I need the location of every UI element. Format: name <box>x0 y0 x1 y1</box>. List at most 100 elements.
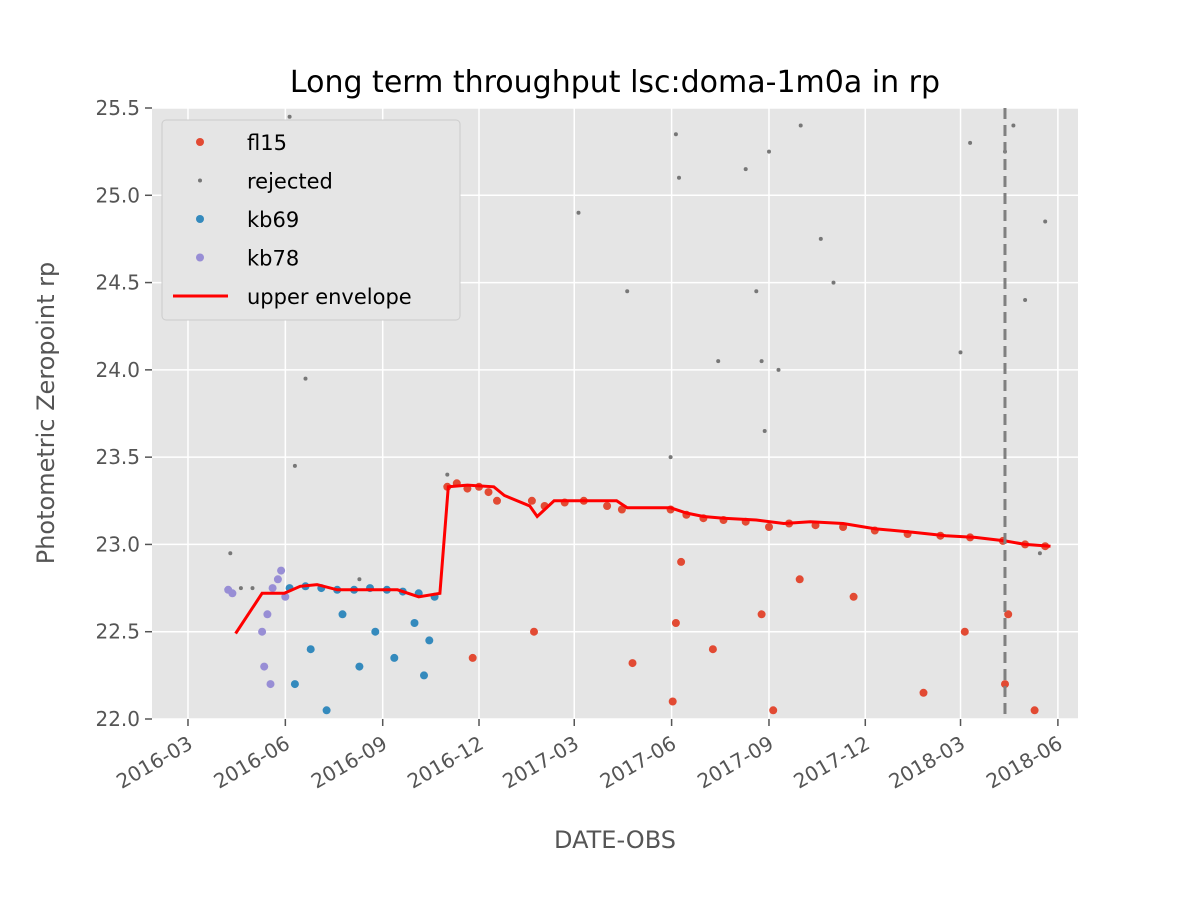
y-tick-label: 23.0 <box>95 532 140 556</box>
legend-swatch <box>196 253 204 262</box>
legend-box <box>161 119 461 321</box>
legend-label: kb69 <box>247 208 299 232</box>
data-point <box>303 376 308 381</box>
y-tick-label: 25.0 <box>95 183 140 207</box>
data-point <box>306 645 315 654</box>
data-point <box>410 619 419 627</box>
legend-item: upper envelope <box>173 285 412 309</box>
data-point <box>677 175 681 180</box>
data-point <box>228 551 233 556</box>
y-tick-label: 24.0 <box>95 358 140 382</box>
data-point <box>603 502 612 510</box>
data-point <box>260 662 269 671</box>
data-point <box>1037 551 1042 556</box>
data-point <box>708 645 717 654</box>
data-point <box>425 636 434 645</box>
legend-label: rejected <box>247 170 333 194</box>
data-point <box>238 586 243 591</box>
y-tick-label: 25.5 <box>95 96 140 120</box>
legend-label: fl15 <box>247 131 287 155</box>
data-point <box>338 610 347 619</box>
legend-swatch <box>198 178 202 183</box>
data-point <box>754 289 759 294</box>
data-point <box>628 659 637 668</box>
legend-item: kb69 <box>196 208 299 232</box>
data-point <box>919 688 928 697</box>
legend-label: kb78 <box>247 247 299 271</box>
data-point <box>357 577 362 582</box>
data-point <box>268 584 277 593</box>
data-point <box>968 140 973 145</box>
data-point <box>677 557 686 566</box>
data-point <box>292 463 297 468</box>
data-point <box>493 496 501 505</box>
y-axis-label: Photometric Zeropoint rp <box>32 262 60 565</box>
data-point <box>765 523 773 531</box>
data-point <box>960 627 969 636</box>
legend-swatch <box>196 138 204 146</box>
y-tick-label: 22.0 <box>95 707 140 731</box>
data-point <box>1001 680 1009 689</box>
series-upper-envelope <box>234 483 1051 635</box>
data-point <box>258 627 267 636</box>
data-point <box>355 662 364 671</box>
data-point <box>759 359 764 364</box>
envelope-line <box>234 483 1051 635</box>
data-point <box>266 680 275 689</box>
data-point <box>762 429 767 433</box>
x-tick-label: 2017-03 <box>498 731 582 794</box>
x-tick-label: 2017-06 <box>596 731 680 794</box>
data-point <box>290 680 299 689</box>
data-point <box>818 236 823 241</box>
data-point <box>757 610 766 619</box>
chart-title: Long term throughput lsc:doma-1m0a in rp <box>290 65 940 100</box>
data-point <box>668 455 673 460</box>
legend-item: rejected <box>198 170 333 194</box>
data-point <box>371 627 380 636</box>
legend-swatch <box>196 215 204 223</box>
data-point <box>277 566 286 575</box>
data-point <box>617 505 626 514</box>
data-point <box>776 367 781 372</box>
data-point <box>769 706 778 715</box>
y-tick-label: 22.5 <box>95 620 140 644</box>
data-point <box>1023 298 1028 302</box>
data-point <box>287 114 292 119</box>
data-point <box>831 280 836 285</box>
x-tick-label: 2017-12 <box>789 731 873 794</box>
data-point <box>625 289 630 294</box>
data-point <box>1004 610 1013 619</box>
y-tick-label: 23.5 <box>95 445 140 469</box>
data-point <box>390 653 399 662</box>
data-point <box>671 619 680 627</box>
data-point <box>484 488 493 497</box>
data-point <box>668 697 677 706</box>
data-point <box>273 575 282 584</box>
data-point <box>743 167 748 172</box>
legend-item: fl15 <box>196 131 287 155</box>
data-point <box>673 132 678 137</box>
data-point <box>530 627 538 636</box>
data-point <box>527 496 536 505</box>
data-point <box>228 589 237 598</box>
data-point <box>468 653 477 662</box>
legend: fl15 rejected kb69 kb78 upper envelope <box>161 119 461 321</box>
data-point <box>250 586 255 591</box>
data-point <box>798 123 803 128</box>
data-point <box>576 210 581 215</box>
data-point <box>263 610 272 619</box>
data-point <box>1030 706 1039 715</box>
x-tick-label: 2018-03 <box>885 731 969 794</box>
legend-item: kb78 <box>196 247 299 271</box>
y-tick-label: 24.5 <box>95 271 140 295</box>
data-point <box>1011 123 1016 128</box>
data-point <box>322 706 331 715</box>
data-point <box>1043 219 1048 224</box>
data-point <box>420 671 428 680</box>
legend-label: upper envelope <box>247 285 412 309</box>
data-point <box>716 359 721 364</box>
series-rejected <box>228 114 1048 599</box>
data-point <box>795 575 804 584</box>
x-tick-label: 2016-06 <box>209 731 293 794</box>
